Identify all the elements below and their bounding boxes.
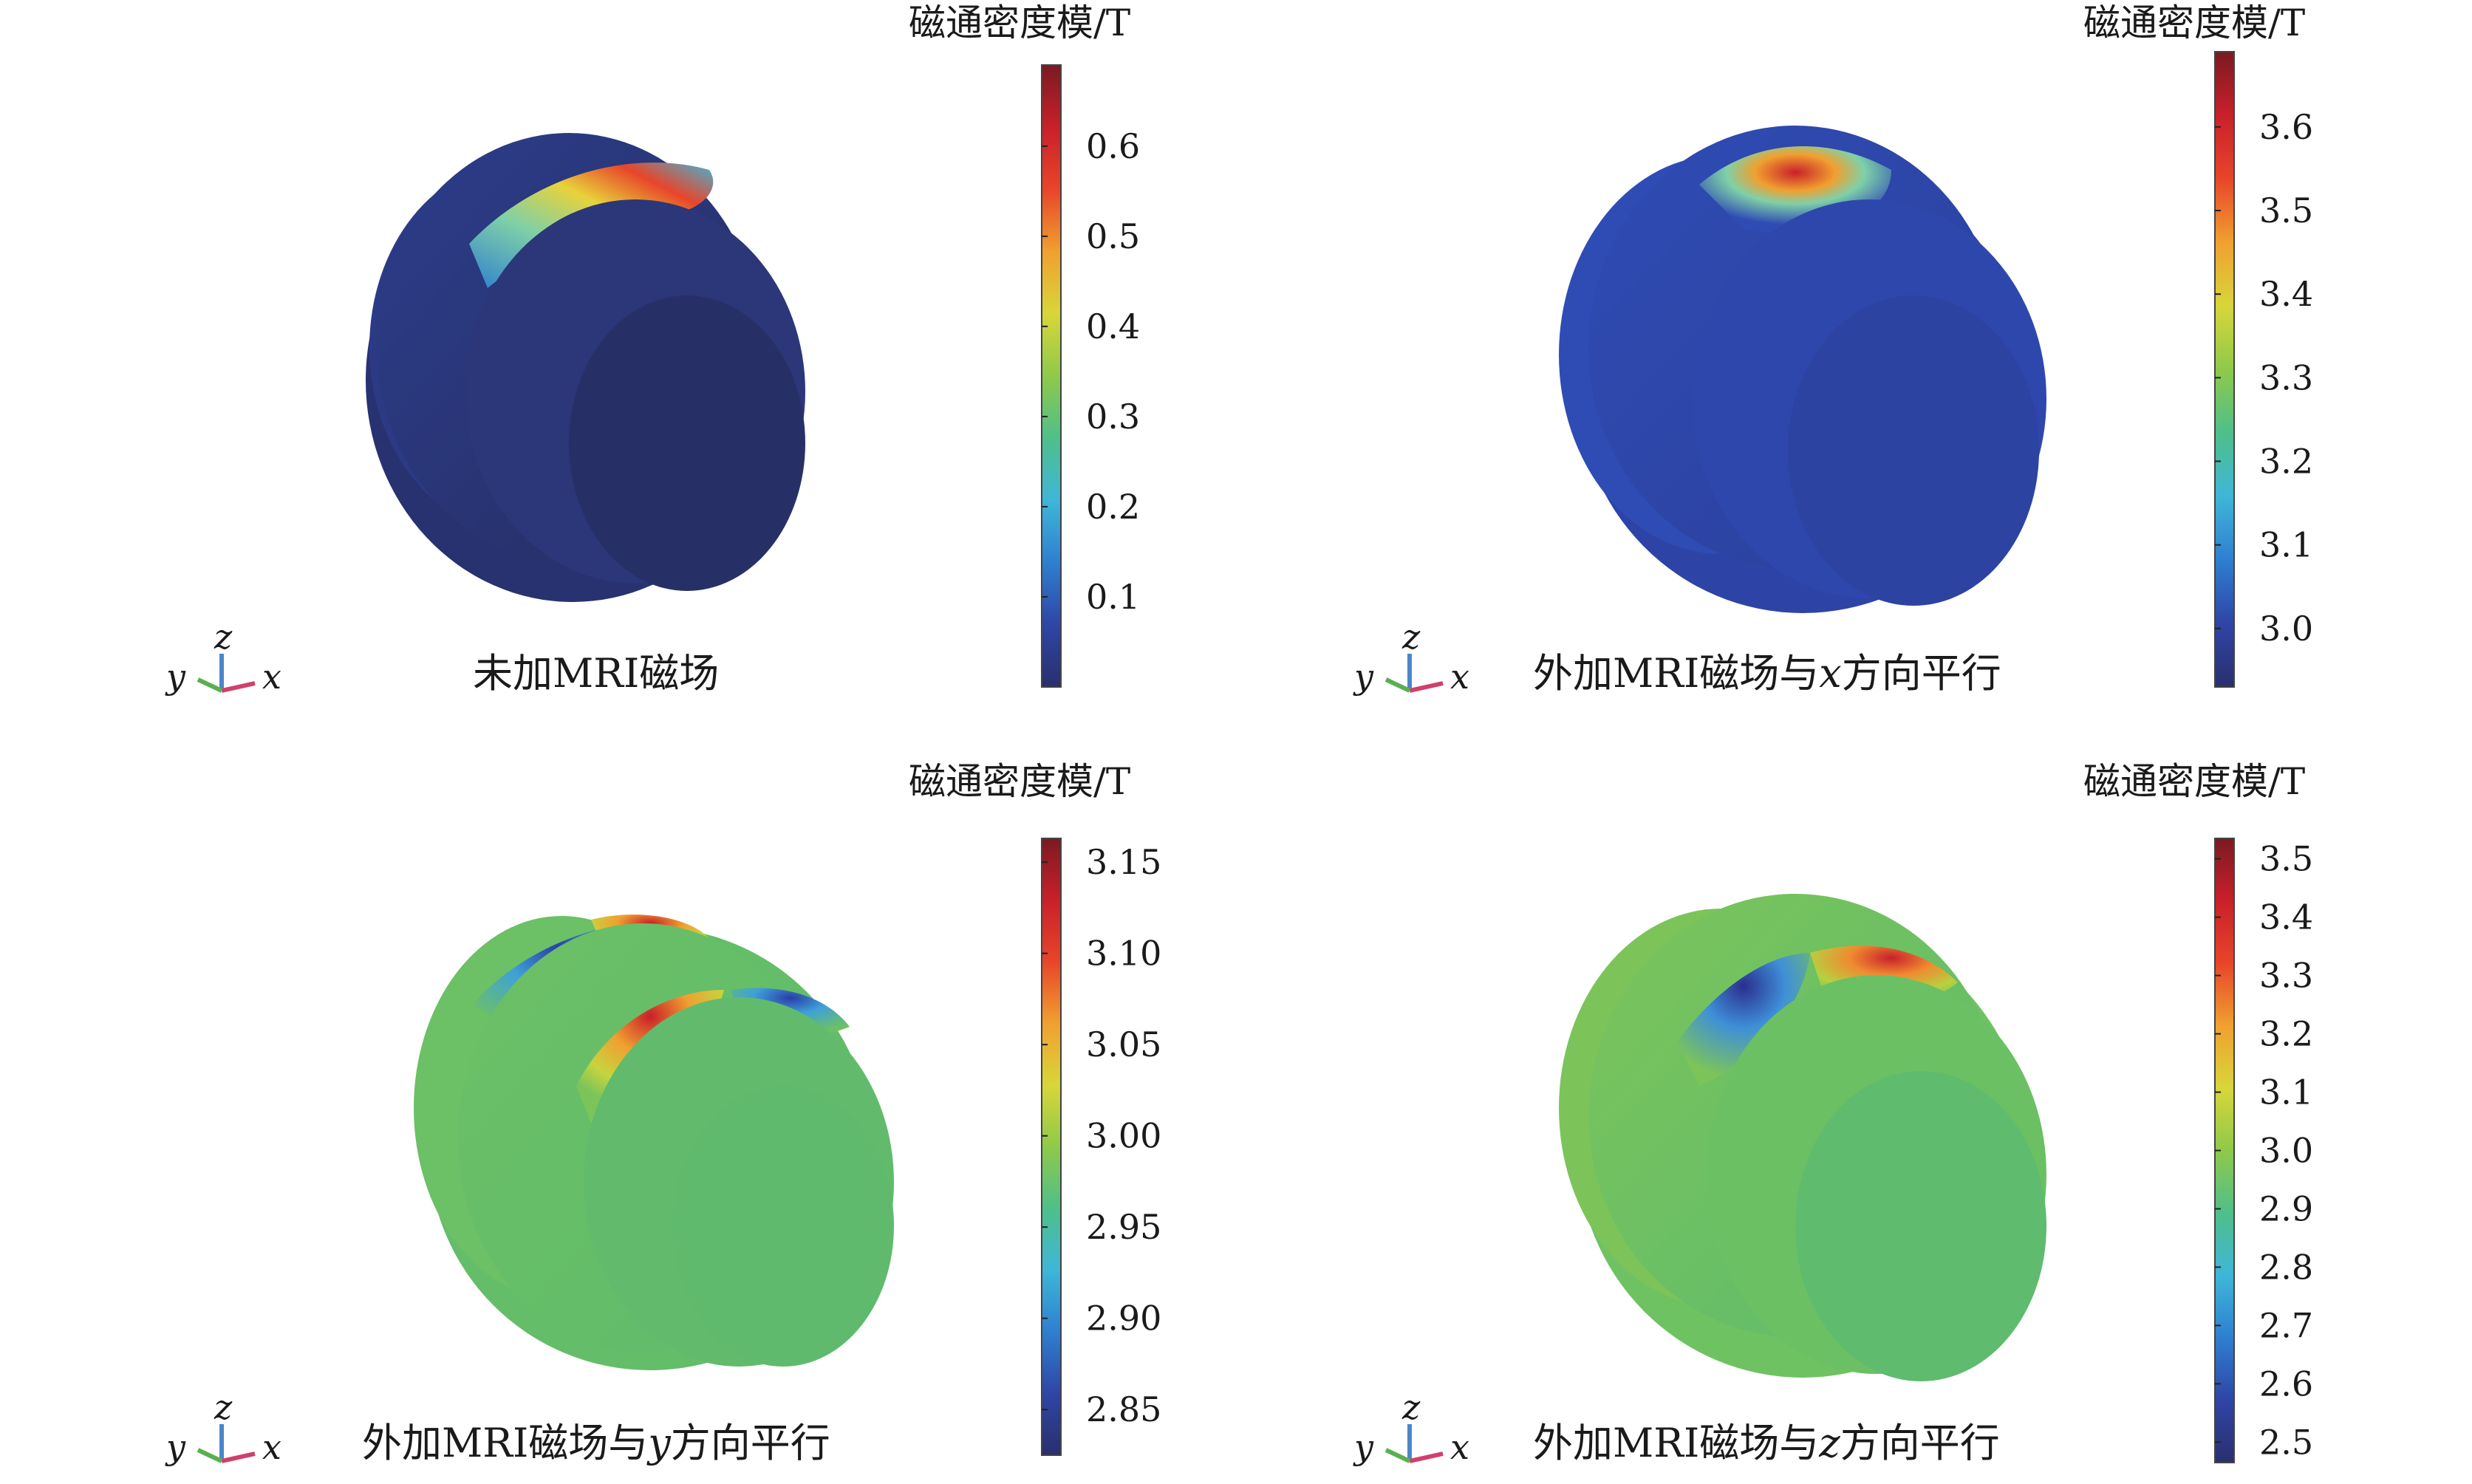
colorbar-unit: 磁通密度模/T: [2083, 760, 2305, 803]
x-axis-arrow: [1409, 1451, 1444, 1463]
panel-caption: 未加MRI磁场: [473, 650, 719, 697]
x-axis-arrow: [221, 681, 256, 693]
y-axis-arrow: [197, 677, 223, 693]
colorbar-tick-label: 2.90: [1086, 1299, 1161, 1338]
field-plot-2: [1559, 126, 2046, 613]
colorbar-tick-label: 3.05: [1086, 1025, 1161, 1064]
triad-x-label: x: [1450, 1427, 1469, 1467]
colorbar-tick-label: 3.4: [2259, 897, 2313, 937]
colorbar-2: 磁通密度模/T 3.0 3.1 3.2 3.3 3.4 3.5 3.6: [2083, 1, 2313, 688]
colorbar-tick-label: 0.6: [1086, 126, 1140, 166]
y-axis-arrow: [1384, 1448, 1411, 1463]
colorbar-tick-label: 0.5: [1086, 216, 1140, 256]
disc-face: [1795, 1071, 2046, 1381]
colorbar-tick-label: 2.7: [2259, 1305, 2313, 1345]
field-plot-3: [414, 914, 894, 1370]
colorbar-4: 磁通密度模/T 2.5 2.6 2.7 2.8 2.9 3.0 3.1 3.2 3.3 3.4 3.…: [2083, 760, 2313, 1463]
colorbar-tick-label: 3.4: [2259, 274, 2313, 314]
triad-z-label: z: [214, 1387, 233, 1427]
colorbar-tick-label: 3.00: [1086, 1116, 1161, 1156]
panel-caption: 外加MRI磁场与x方向平行: [1533, 650, 2001, 697]
colorbar-tick-label: 3.15: [1086, 842, 1161, 882]
colorbar-tick-label: 2.95: [1086, 1207, 1161, 1247]
colorbar-tick-label: 3.1: [2259, 1073, 2313, 1112]
x-axis-arrow: [221, 1451, 256, 1463]
y-axis-arrow: [197, 1448, 223, 1463]
colorbar-gradient: [1041, 64, 1062, 688]
colorbar-tick-label: 0.1: [1086, 577, 1140, 617]
triad-z-label: z: [1401, 617, 1421, 657]
colorbar-unit: 磁通密度模/T: [909, 760, 1130, 803]
colorbar-tick-label: 3.0: [2259, 609, 2313, 649]
panel-4: z y x 外加MRI磁场与z方向平行 磁通密度模/T 2.5 2.6 2.7 2.8…: [1353, 760, 2313, 1467]
panel-caption: 外加MRI磁场与y方向平行: [362, 1420, 830, 1466]
triad-x-label: x: [262, 657, 281, 697]
colorbar-tick-label: 2.85: [1086, 1389, 1161, 1429]
triad-y-label: y: [165, 657, 186, 697]
colorbar-tick-label: 3.1: [2259, 525, 2313, 565]
colorbar-tick-label: 3.3: [2259, 358, 2313, 397]
colorbar-tick-label: 3.5: [2259, 839, 2313, 879]
colorbar-tick-label: 2.9: [2259, 1189, 2313, 1228]
colorbar-tick-label: 0.4: [1086, 307, 1140, 346]
triad-x-label: x: [1450, 657, 1469, 697]
panel-caption: 外加MRI磁场与z方向平行: [1533, 1420, 2000, 1466]
colorbar-gradient: [2214, 51, 2235, 688]
colorbar-unit: 磁通密度模/T: [909, 1, 1130, 44]
colorbar-tick-label: 3.3: [2259, 956, 2313, 996]
triad-y-label: y: [165, 1427, 186, 1467]
colorbar-unit: 磁通密度模/T: [2083, 1, 2305, 44]
colorbar-tick-label: 3.0: [2259, 1131, 2313, 1171]
field-plot-4: [1559, 894, 2046, 1381]
cold-spot: [1677, 953, 1810, 1086]
disc-face: [1788, 295, 2039, 606]
axis-triad-2: z y x: [1353, 617, 1469, 697]
colorbar-tick-label: 3.10: [1086, 934, 1161, 974]
colorbar-tick-label: 2.5: [2259, 1422, 2313, 1462]
panel-3: z y x 外加MRI磁场与y方向平行 磁通密度模/T 2.85 2.90 2.95…: [165, 760, 1161, 1467]
panel-2: z y x 外加MRI磁场与x方向平行 磁通密度模/T 3.0 3.1 3.2 3.3…: [1353, 1, 2313, 697]
panel-1: z y x 未加MRI磁场 磁通密度模/T 0.1 0.2 0.3 0.4 0.5 0.6: [165, 1, 1140, 697]
colorbar-1: 磁通密度模/T 0.1 0.2 0.3 0.4 0.5 0.6: [909, 1, 1140, 688]
triad-y-label: y: [1353, 657, 1374, 697]
colorbar-tick-label: 3.2: [2259, 441, 2313, 481]
field-plot-1: [366, 133, 805, 602]
disc-face: [672, 1086, 894, 1367]
colorbar-tick-label: 3.5: [2259, 191, 2313, 230]
triad-z-label: z: [214, 617, 233, 657]
colorbar-tick-label: 2.6: [2259, 1364, 2313, 1403]
triad-z-label: z: [1401, 1387, 1421, 1427]
y-axis-arrow: [1384, 677, 1411, 693]
colorbar-tick-label: 2.8: [2259, 1247, 2313, 1287]
colorbar-tick-label: 0.3: [1086, 397, 1140, 437]
disc-face: [569, 295, 805, 591]
triad-y-label: y: [1353, 1427, 1374, 1467]
axis-triad-3: z y x: [165, 1387, 281, 1467]
x-axis-arrow: [1409, 681, 1444, 693]
axis-triad-1: z y x: [165, 617, 281, 697]
colorbar-3: 磁通密度模/T 2.85 2.90 2.95 3.00 3.05 3.10 3.15: [909, 760, 1161, 1456]
colorbar-gradient: [1041, 838, 1062, 1456]
colorbar-tick-label: 3.2: [2259, 1014, 2313, 1054]
axis-triad-4: z y x: [1353, 1387, 1469, 1467]
triad-x-label: x: [262, 1427, 281, 1467]
colorbar-tick-label: 0.2: [1086, 487, 1140, 527]
colorbar-tick-label: 3.6: [2259, 107, 2313, 147]
